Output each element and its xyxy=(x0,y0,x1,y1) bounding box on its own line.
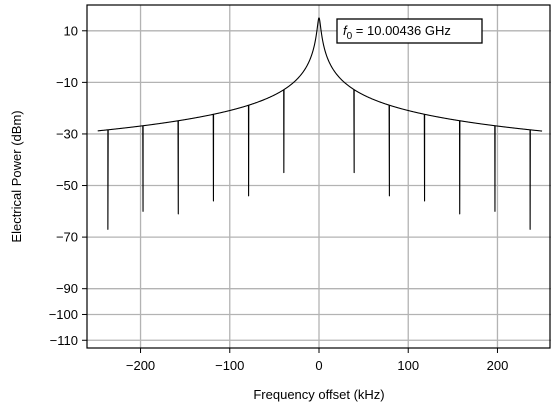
y-tick-label: −110 xyxy=(50,333,78,348)
x-axis-title: Frequency offset (kHz) xyxy=(253,387,384,402)
annotation-prefix: f xyxy=(343,23,348,38)
center-frequency-annotation: f0 = 10.00436 GHz xyxy=(336,18,483,44)
y-tick-label: 10 xyxy=(64,23,78,38)
x-tick-label: 100 xyxy=(397,358,419,373)
x-tick-label: −200 xyxy=(126,358,155,373)
y-tick-label: −10 xyxy=(56,75,78,90)
x-tick-label: 200 xyxy=(487,358,509,373)
x-tick-label: 0 xyxy=(315,358,322,373)
y-axis-title: Electrical Power (dBm) xyxy=(9,110,24,242)
y-tick-label: −100 xyxy=(49,307,78,322)
annotation-subscript: 0 xyxy=(347,31,353,42)
y-tick-label: −90 xyxy=(56,281,78,296)
y-tick-label: −50 xyxy=(56,178,78,193)
x-axis: −200 −100 0 100 200 xyxy=(126,348,508,373)
y-tick-label: −70 xyxy=(56,230,78,245)
annotation-suffix: = 10.00436 GHz xyxy=(352,23,451,38)
annotation-box xyxy=(336,18,483,44)
trace-layer xyxy=(97,17,543,230)
grid-lines xyxy=(87,5,551,348)
spectrum-trace xyxy=(97,17,543,230)
y-tick-label: −30 xyxy=(56,126,78,141)
x-tick-label: −100 xyxy=(215,358,244,373)
y-axis: 10 −10 −30 −50 −70 −90 −100 −110 xyxy=(49,23,87,348)
annotation-text: f0 = 10.00436 GHz xyxy=(343,23,451,42)
